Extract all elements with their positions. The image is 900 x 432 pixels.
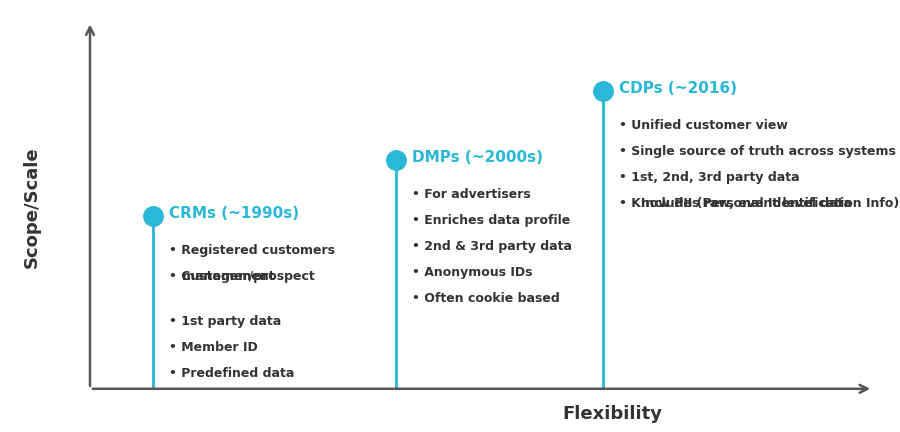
Text: • Know PII (Personal Identification Info): • Know PII (Personal Identification Info…	[619, 197, 899, 210]
Text: • Customer/prospect: • Customer/prospect	[169, 270, 315, 283]
Text: • Enriches data profile: • Enriches data profile	[412, 214, 571, 227]
Text: management: management	[169, 270, 274, 283]
Text: Flexibility: Flexibility	[562, 405, 662, 423]
Text: • 1st party data: • 1st party data	[169, 315, 282, 328]
Text: • 2nd & 3rd party data: • 2nd & 3rd party data	[412, 240, 572, 253]
Text: Scope/Scale: Scope/Scale	[22, 146, 40, 268]
Text: • Single source of truth across systems: • Single source of truth across systems	[619, 145, 896, 158]
Text: DMPs (~2000s): DMPs (~2000s)	[412, 150, 544, 165]
Text: • Predefined data: • Predefined data	[169, 367, 294, 380]
Text: • Anonymous IDs: • Anonymous IDs	[412, 266, 533, 279]
Text: Includes raw, event level data: Includes raw, event level data	[619, 197, 852, 210]
Text: • Registered customers: • Registered customers	[169, 244, 335, 257]
Text: • Often cookie based: • Often cookie based	[412, 292, 560, 305]
Text: • Member ID: • Member ID	[169, 341, 258, 354]
Text: • For advertisers: • For advertisers	[412, 188, 531, 201]
Text: • Unified customer view: • Unified customer view	[619, 119, 788, 132]
Text: CRMs (~1990s): CRMs (~1990s)	[169, 206, 300, 221]
Text: • 1st, 2nd, 3rd party data: • 1st, 2nd, 3rd party data	[619, 171, 800, 184]
Text: CDPs (~2016): CDPs (~2016)	[619, 81, 737, 96]
